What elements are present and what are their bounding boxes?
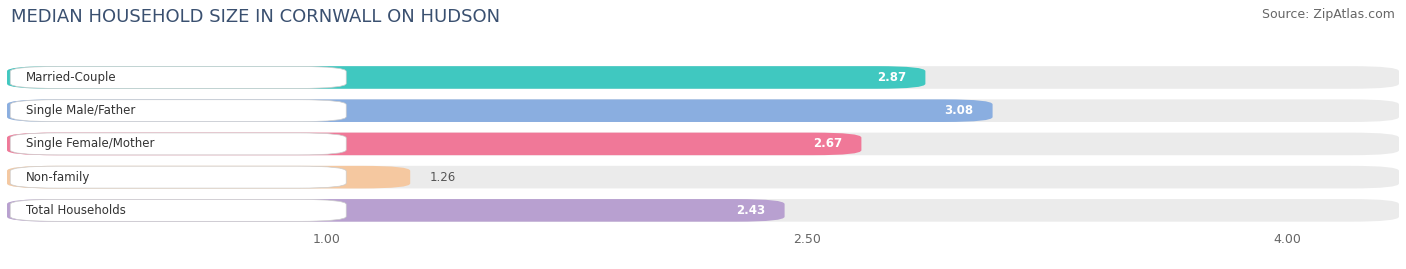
FancyBboxPatch shape — [7, 133, 1399, 155]
FancyBboxPatch shape — [7, 99, 993, 122]
Text: Source: ZipAtlas.com: Source: ZipAtlas.com — [1261, 8, 1395, 21]
Text: Married-Couple: Married-Couple — [27, 71, 117, 84]
FancyBboxPatch shape — [7, 133, 862, 155]
FancyBboxPatch shape — [7, 166, 1399, 189]
FancyBboxPatch shape — [7, 166, 411, 189]
Text: 2.43: 2.43 — [737, 204, 765, 217]
FancyBboxPatch shape — [7, 99, 1399, 122]
Text: Single Female/Mother: Single Female/Mother — [27, 137, 155, 150]
Text: Single Male/Father: Single Male/Father — [27, 104, 135, 117]
FancyBboxPatch shape — [10, 66, 346, 89]
FancyBboxPatch shape — [10, 100, 346, 122]
FancyBboxPatch shape — [7, 66, 925, 89]
Text: 2.67: 2.67 — [813, 137, 842, 150]
Text: Non-family: Non-family — [27, 171, 90, 184]
FancyBboxPatch shape — [7, 66, 1399, 89]
FancyBboxPatch shape — [10, 133, 346, 155]
Text: 1.26: 1.26 — [429, 171, 456, 184]
Text: MEDIAN HOUSEHOLD SIZE IN CORNWALL ON HUDSON: MEDIAN HOUSEHOLD SIZE IN CORNWALL ON HUD… — [11, 8, 501, 26]
FancyBboxPatch shape — [10, 166, 346, 188]
FancyBboxPatch shape — [10, 199, 346, 221]
Text: 2.87: 2.87 — [877, 71, 907, 84]
FancyBboxPatch shape — [7, 199, 1399, 222]
Text: Total Households: Total Households — [27, 204, 127, 217]
FancyBboxPatch shape — [7, 199, 785, 222]
Text: 3.08: 3.08 — [945, 104, 973, 117]
